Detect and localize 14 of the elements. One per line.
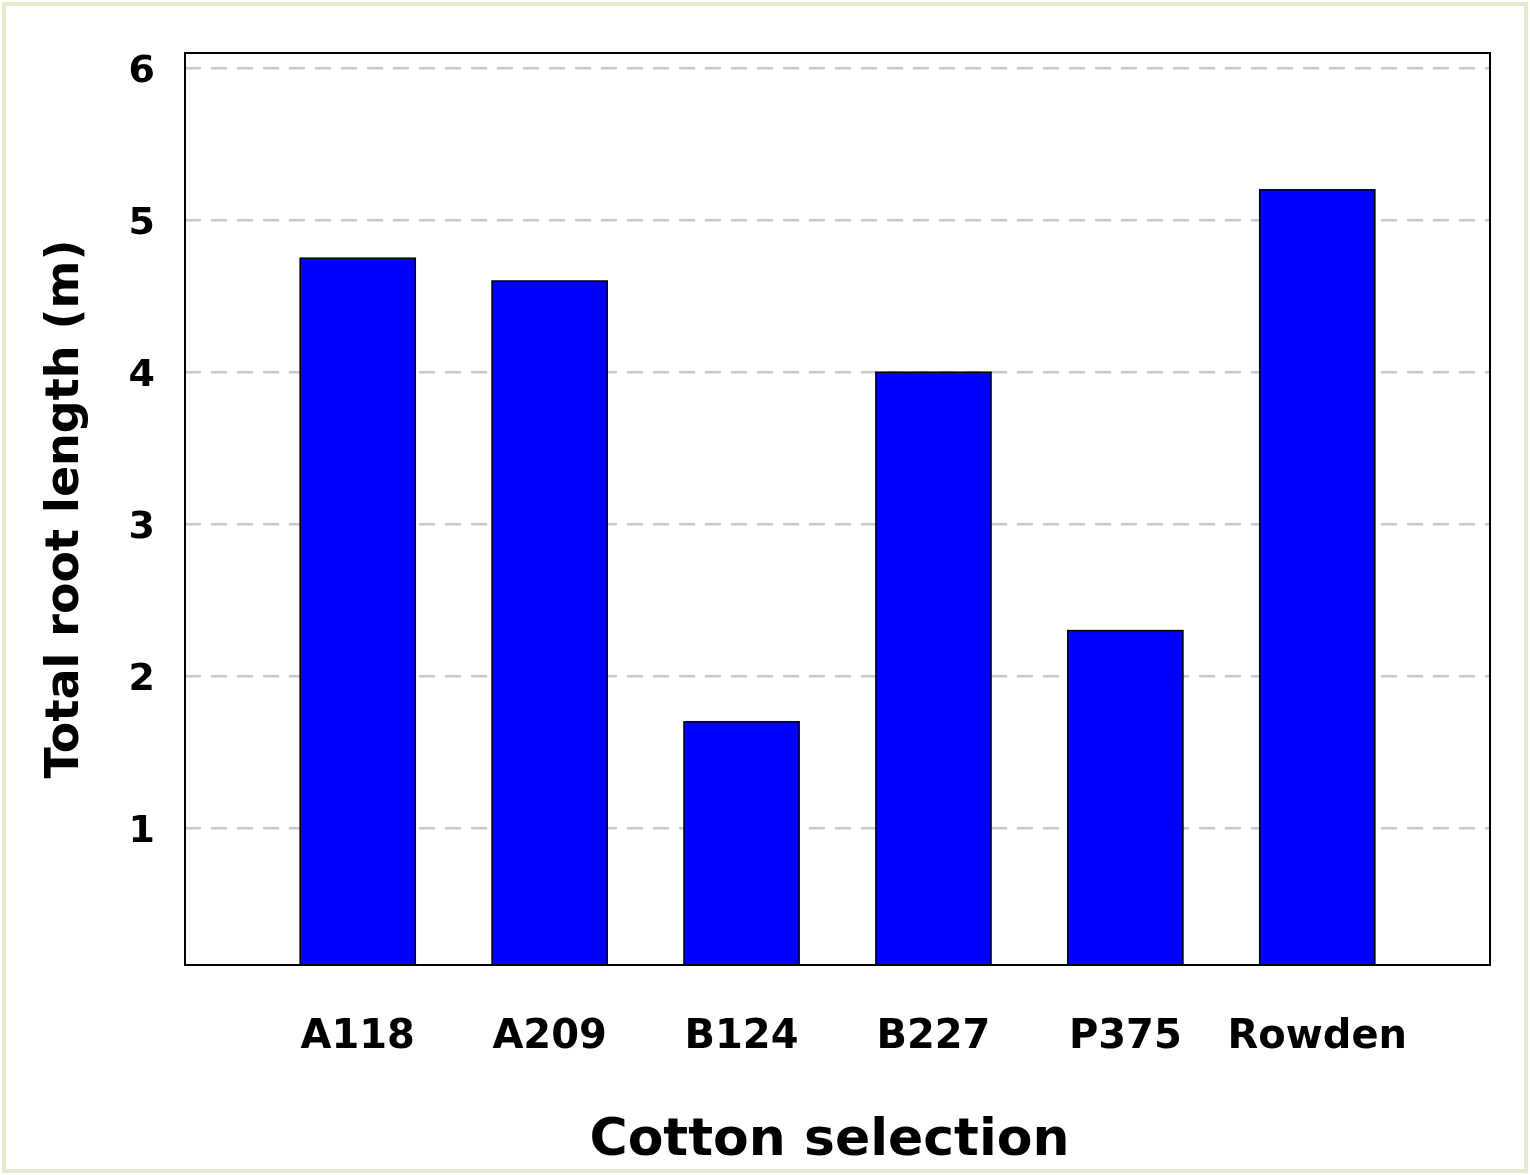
x-tick-label: Rowden: [1227, 1011, 1408, 1057]
y-tick-label: 1: [128, 806, 155, 851]
x-tick-label: B124: [684, 1011, 799, 1057]
x-tick-label: A118: [300, 1011, 415, 1057]
x-axis-title: Cotton selection: [589, 1107, 1070, 1167]
x-tick-label: B227: [876, 1011, 991, 1057]
y-tick-label: 2: [128, 654, 155, 699]
x-tick-label: A209: [492, 1011, 607, 1057]
y-axis-title: Total root length (m): [35, 239, 89, 779]
y-tick-label: 5: [128, 198, 155, 243]
x-tick-label: P375: [1068, 1011, 1182, 1057]
y-tick-label: 6: [128, 46, 155, 91]
y-tick-label: 3: [128, 502, 155, 547]
y-tick-label: 4: [128, 350, 155, 395]
